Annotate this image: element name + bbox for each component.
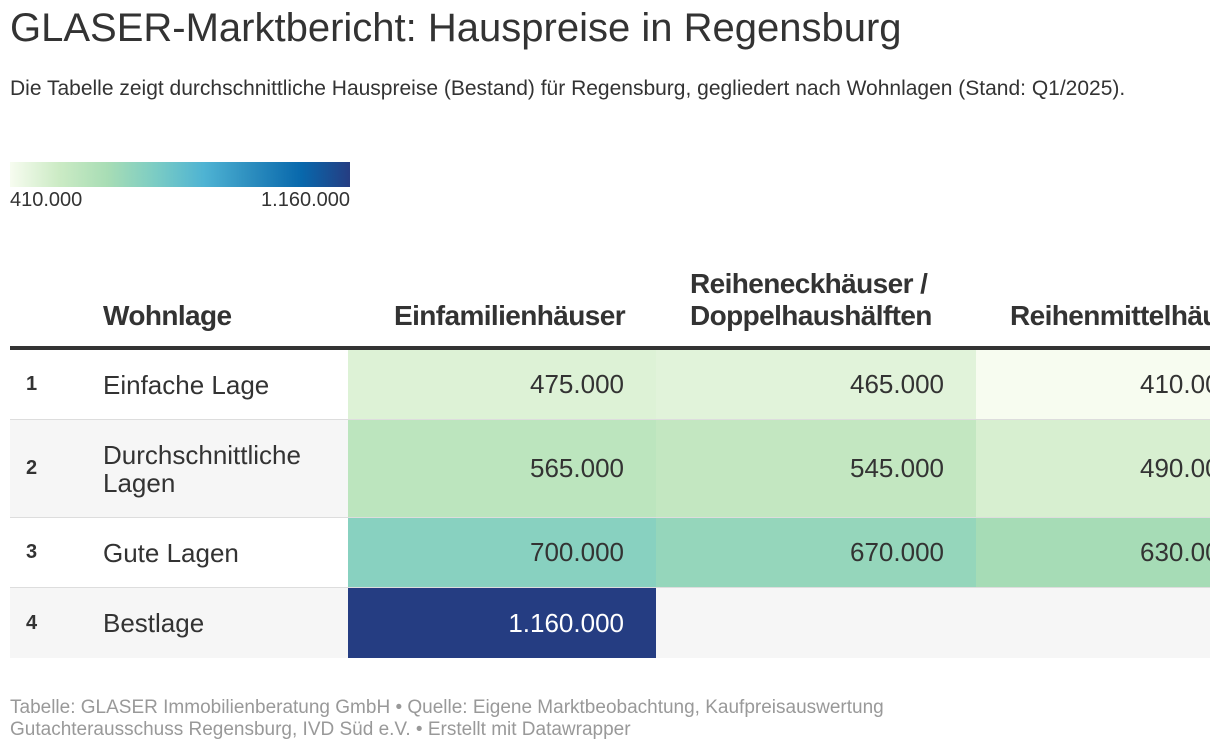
table-row: 3 Gute Lagen 700.000 670.000 630.000: [10, 518, 1210, 588]
row-wohnlage: Durchschnittliche Lagen: [103, 420, 348, 517]
value-cell: 565.000: [348, 420, 656, 517]
wohnlage-line: Bestlage: [103, 608, 205, 638]
table-row: 4 Bestlage 1.160.000: [10, 588, 1210, 658]
value-cell: [976, 588, 1210, 658]
footer-credit-line: Gutachterausschuss Regensburg, IVD Süd e…: [10, 719, 631, 740]
value-cell: [656, 588, 976, 658]
legend-min-label: 410.000: [10, 189, 83, 211]
value-cell: 545.000: [656, 420, 976, 517]
chart-title: GLASER-Marktbericht: Hauspreise in Regen…: [10, 6, 902, 50]
table-row: 2 Durchschnittliche Lagen 565.000 545.00…: [10, 420, 1210, 518]
row-wohnlage: Einfache Lage: [103, 350, 348, 419]
chart-subtitle: Die Tabelle zeigt durchschnittliche Haus…: [10, 77, 1126, 100]
value-cell: 1.160.000: [348, 588, 656, 658]
column-header-line: Reiheneckhäuser /: [690, 268, 928, 299]
table-row: 1 Einfache Lage 475.000 465.000 410.000: [10, 350, 1210, 420]
row-wohnlage: Gute Lagen: [103, 518, 348, 587]
footer-source-line: Tabelle: GLASER Immobilienberatung GmbH …: [10, 697, 884, 718]
value-cell: 630.000: [976, 518, 1210, 587]
price-table: Wohnlage Einfamilienhäuser Reiheneckhäus…: [10, 248, 1210, 658]
color-legend: 410.000 1.160.000: [10, 162, 350, 211]
column-header-einfamilienhaeuser[interactable]: Einfamilienhäuser: [394, 300, 626, 331]
column-header-reihenmittelhaeuser[interactable]: Reihenmittelhäuser: [1010, 300, 1210, 331]
value-cell: 410.000: [976, 350, 1210, 419]
table-header: Wohnlage Einfamilienhäuser Reiheneckhäus…: [10, 248, 1210, 350]
chart-footer: Tabelle: GLASER Immobilienberatung GmbH …: [10, 697, 884, 741]
wohnlage-line: Gute Lagen: [103, 537, 239, 568]
column-header-reiheneckhaeuser[interactable]: Reiheneckhäuser / Doppelhaushälften: [690, 268, 1010, 332]
row-rank: 4: [26, 611, 38, 634]
legend-gradient: [10, 162, 350, 187]
wohnlage-line: Einfache Lage: [103, 369, 270, 400]
legend-max-label: 1.160.000: [261, 189, 350, 211]
value-cell: 670.000: [656, 518, 976, 587]
value-cell: 475.000: [348, 350, 656, 419]
value-cell: 490.000: [976, 420, 1210, 517]
row-wohnlage: Bestlage: [103, 588, 348, 658]
wohnlage-line: Lagen: [103, 467, 176, 498]
row-rank: 2: [26, 457, 38, 479]
chart-container: GLASER-Marktbericht: Hauspreise in Regen…: [10, 0, 1210, 756]
wohnlage-line: Durchschnittliche: [103, 439, 301, 470]
column-header-line: Doppelhaushälften: [690, 300, 932, 331]
value-cell: 465.000: [656, 350, 976, 419]
row-rank: 1: [26, 373, 38, 395]
column-header-wohnlage[interactable]: Wohnlage: [103, 300, 232, 331]
row-rank: 3: [26, 541, 38, 563]
value-cell: 700.000: [348, 518, 656, 587]
